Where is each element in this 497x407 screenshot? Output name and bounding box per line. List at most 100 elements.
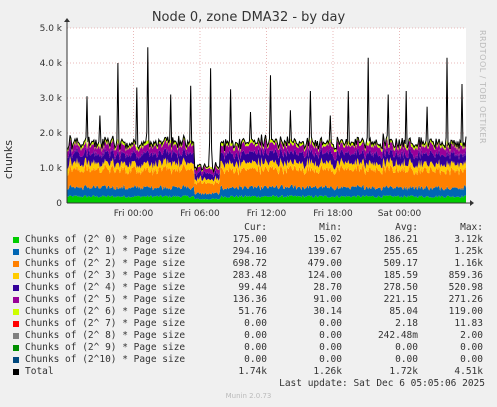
legend-avg-value: 2.18 [395,318,418,329]
legend-cur-value: 136.36 [232,294,267,305]
legend-swatch [13,309,19,315]
legend-row: Chunks of (2^ 1) * Page size 294.16 139.67… [0,246,497,258]
legend-avg-value: 255.65 [383,246,418,257]
legend-avg-value: 221.15 [383,294,418,305]
legend-row: Chunks of (2^ 7) * Page size 0.00 0.00 2.18… [0,318,497,330]
total-line [66,47,467,174]
legend-min-value: 28.70 [313,282,342,293]
legend-max-value: 859.36 [448,270,483,281]
legend-label: Chunks of (2^ 4) * Page size [25,282,186,293]
legend-swatch [13,297,19,303]
area-chunks-of-2-4-page-size [67,145,466,182]
legend-cur-value: 0.00 [244,330,267,341]
col-avg-header: Avg: [395,222,418,233]
legend-row: Total 1.74k 1.26k 1.72k 4.51k [0,366,497,378]
legend-avg-value: 85.04 [389,306,418,317]
legend-min-value: 1.26k [313,366,342,377]
legend-label: Chunks of (2^ 2) * Page size [25,258,186,269]
legend-max-value: 271.26 [448,294,483,305]
legend-avg-value: 185.59 [383,270,418,281]
munin-version: Munin 2.0.73 [225,392,272,400]
legend-swatch [13,285,19,291]
legend-min-value: 479.00 [307,258,342,269]
x-tick-label: Fri 06:00 [180,209,220,219]
legend-min-value: 0.00 [319,354,342,365]
legend-label: Chunks of (2^ 7) * Page size [25,318,186,329]
col-max-header: Max: [460,222,483,233]
chart-title: Node 0, zone DMA32 - by day [151,10,346,25]
legend-max-value: 2.00 [460,330,483,341]
legend-row: Chunks of (2^ 4) * Page size 99.44 28.70 27… [0,282,497,294]
y-tick-label: 0 [56,199,62,209]
legend-swatch [13,237,19,243]
y-tick-label: 4.0 k [40,59,63,69]
legend-cur-value: 175.00 [232,234,267,245]
legend-avg-value: 0.00 [395,342,418,353]
legend-cur-value: 294.16 [232,246,267,257]
legend-row: Chunks of (2^ 0) * Page size 175.00 15.02 1… [0,234,497,246]
legend-min-value: 0.00 [319,342,342,353]
legend-max-value: 520.98 [448,282,483,293]
legend-row: Chunks of (2^ 2) * Page size 698.72 479.00… [0,258,497,270]
legend-max-value: 119.00 [448,306,483,317]
legend-row: Chunks of (2^ 6) * Page size 51.76 30.14 85… [0,306,497,318]
y-tick-label: 2.0 k [40,129,63,139]
legend-label: Chunks of (2^10) * Page size [25,354,186,365]
legend-swatch [13,273,19,279]
legend-max-value: 1.16k [454,258,483,269]
y-tick-label: 1.0 k [40,164,63,174]
legend-max-value: 0.00 [460,354,483,365]
legend-swatch [13,321,19,327]
legend-min-value: 124.00 [307,270,342,281]
legend-cur-value: 283.48 [232,270,267,281]
legend-max-value: 4.51k [454,366,483,377]
area-chunks-of-2-1-page-size [67,184,466,200]
legend-label: Chunks of (2^ 0) * Page size [25,234,186,245]
legend-header: Cur: Min: Avg: Max: [0,222,497,234]
legend-min-value: 30.14 [313,306,342,317]
stacked-area-chart: 0 1.0 k 2.0 k 3.0 k 4.0 k 5.0 k Fri 00:00 Fri … [40,18,474,219]
legend-label: Chunks of (2^ 3) * Page size [25,270,186,281]
legend-cur-value: 0.00 [244,354,267,365]
legend-max-value: 3.12k [454,234,483,245]
legend-row: Chunks of (2^ 8) * Page size 0.00 0.00 242.… [0,330,497,342]
legend-avg-value: 1.72k [389,366,418,377]
x-tick-label: Sat 00:00 [378,209,422,219]
area-chunks-of-2-0-page-size [67,195,466,203]
legend-label: Chunks of (2^ 8) * Page size [25,330,186,341]
legend-row: Chunks of (2^ 9) * Page size 0.00 0.00 0.00… [0,342,497,354]
y-axis-arrow [64,18,70,22]
legend-swatch [13,261,19,267]
x-tick-label: Fri 18:00 [313,209,353,219]
x-axis-arrow [470,200,474,206]
legend-cur-value: 1.74k [238,366,267,377]
col-min-header: Min: [319,222,342,233]
legend-avg-value: 242.48m [377,330,418,341]
x-tick-label: Fri 00:00 [114,209,154,219]
area-chunks-of-2-3-page-size [67,156,466,186]
area-chunks-of-2-2-page-size [67,163,466,195]
legend-avg-value: 186.21 [383,234,418,245]
legend-min-value: 139.67 [307,246,342,257]
col-cur-header: Cur: [244,222,267,233]
legend-cur-value: 698.72 [232,258,267,269]
area-chunks-of-2-5-page-size [67,137,466,177]
last-update: Last update: Sat Dec 6 05:05:06 2025 [279,378,485,389]
legend-label: Chunks of (2^ 1) * Page size [25,246,186,257]
legend-min-value: 0.00 [319,330,342,341]
legend-label: Total [25,366,54,377]
legend-swatch [13,345,19,351]
rrdtool-watermark: RRDTOOL / TOBI OETIKER [478,30,487,145]
legend-label: Chunks of (2^ 5) * Page size [25,294,186,305]
legend-swatch [13,249,19,255]
legend-label: Chunks of (2^ 9) * Page size [25,342,186,353]
legend-swatch [13,333,19,339]
legend-cur-value: 99.44 [238,282,267,293]
legend-min-value: 0.00 [319,318,342,329]
legend-row: Chunks of (2^ 3) * Page size 283.48 124.00… [0,270,497,282]
legend-max-value: 11.83 [454,318,483,329]
legend-avg-value: 0.00 [395,354,418,365]
legend-row: Chunks of (2^ 5) * Page size 136.36 91.00 2… [0,294,497,306]
legend-row: Chunks of (2^10) * Page size 0.00 0.00 0.00… [0,354,497,366]
y-tick-label: 3.0 k [40,94,63,104]
